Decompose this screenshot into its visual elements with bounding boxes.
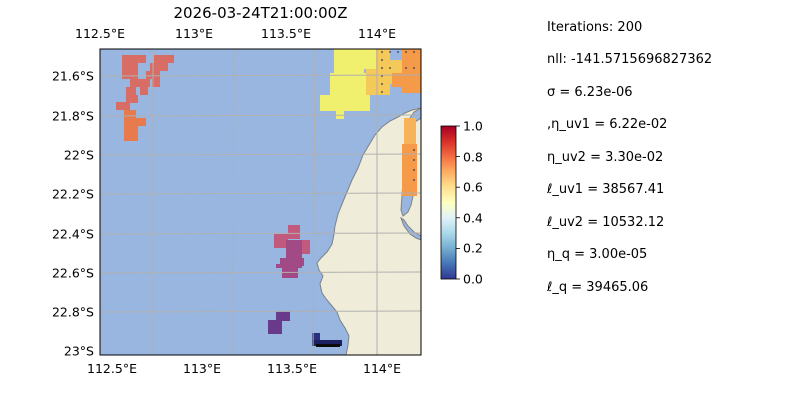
colorbar-label: 0.6 [463,179,483,195]
lat-tick: 22.4°S [51,226,94,242]
lat-tick: 23°S [63,343,94,359]
lon-tick-top: 114°E [357,26,397,41]
lon-tick-bottom: 112.5°E [87,361,137,376]
lat-tick: 22°S [63,147,94,163]
colorbar-label: 0.8 [463,149,483,165]
lon-tick-top: 112.5°E [75,26,125,41]
bay [399,216,421,241]
colorbar-tick-marks [456,125,460,280]
lon-tick-top: 113°E [174,26,214,41]
colorbar-label: 0.0 [463,271,483,287]
param-ell-q: ℓ_q = 39465.06 [547,280,649,295]
lat-tick: 21.8°S [51,108,94,124]
land-mass [316,107,421,355]
colorbar-label: 0.2 [463,240,483,256]
gridlines [100,49,421,355]
param-sigma: σ = 6.23e-06 [547,85,633,100]
lat-tick: 22.2°S [51,186,94,202]
lon-tick-top: 113.5°E [261,26,311,41]
lat-tick: 22.6°S [51,265,94,281]
lon-tick-bottom: 113°E [182,361,222,376]
param-iterations: Iterations: 200 [547,20,643,35]
lon-tick-bottom: 113.5°E [267,361,317,376]
lon-tick-bottom: 114°E [362,361,402,376]
observation-dots [381,51,415,181]
param-ell-uv2: ℓ_uv2 = 10532.12 [547,215,665,230]
param-eta-uv1: ,η_uv1 = 6.22e-02 [547,117,668,132]
map-title: 2026-03-24T21:00:00Z [173,4,348,22]
param-nll: nll: -141.5715696827362 [547,52,713,67]
lat-tick: 22.8°S [51,304,94,320]
colorbar [440,125,457,280]
lat-tick: 21.6°S [51,68,94,84]
colorbar-label: 0.4 [463,210,483,226]
param-ell-uv1: ℓ_uv1 = 38567.41 [547,182,665,197]
param-eta-uv2: η_uv2 = 3.30e-02 [547,150,664,165]
map-frame [99,48,422,356]
colorbar-label: 1.0 [463,118,483,134]
param-eta-q: η_q = 3.00e-05 [547,247,648,262]
